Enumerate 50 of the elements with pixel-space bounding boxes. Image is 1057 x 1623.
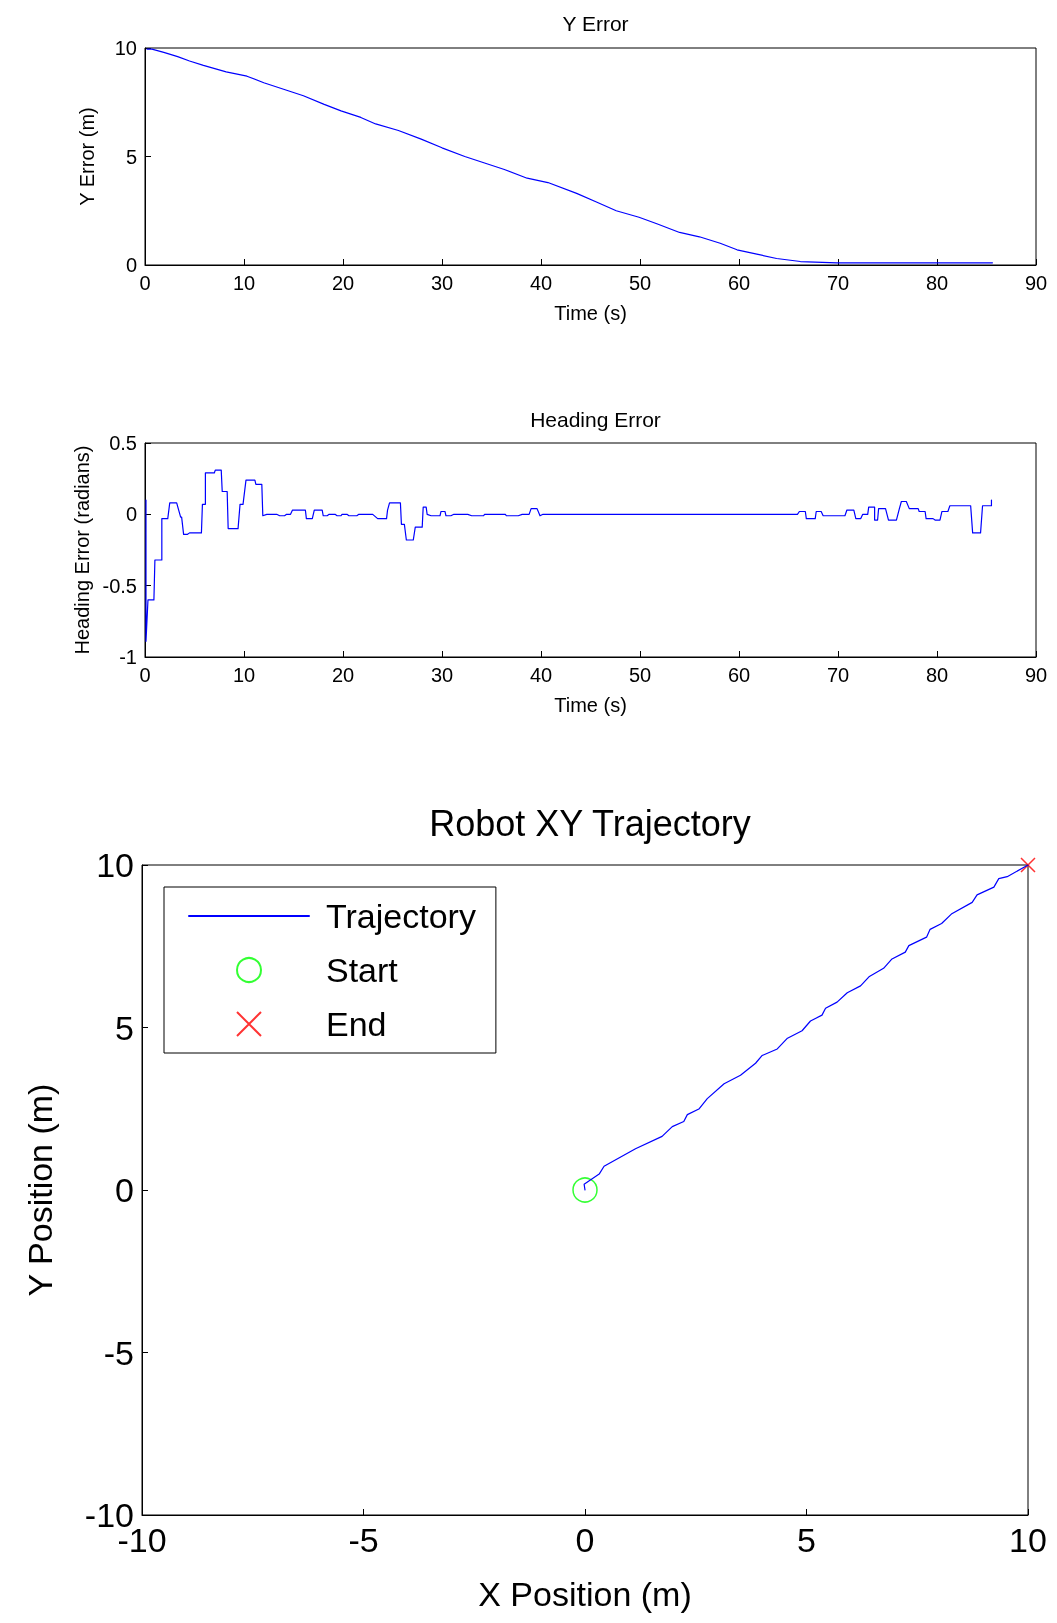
x-tick-label: 50 <box>628 664 652 686</box>
chart-title: Y Error <box>562 12 629 35</box>
x-tick-label: 70 <box>826 664 850 686</box>
x-tick-label: 60 <box>727 272 751 294</box>
x-tick-label: 10 <box>232 664 256 686</box>
chart-title: Robot XY Trajectory <box>429 802 751 844</box>
x-tick-label: 80 <box>925 664 949 686</box>
x-tick-label: 30 <box>430 664 454 686</box>
y-axis-title: Y Position (m) <box>21 1083 59 1297</box>
x-axis-title: Time (s) <box>554 694 627 716</box>
line-series <box>146 48 994 264</box>
x-tick-label: 20 <box>331 664 355 686</box>
legend-label: Trajectory <box>326 897 476 935</box>
x-tick-label: 80 <box>925 272 949 294</box>
line-series <box>145 469 993 642</box>
legend-label: End <box>326 1005 387 1043</box>
y-tick-label: 0.5 <box>109 432 137 454</box>
x-tick-label: 60 <box>727 664 751 686</box>
x-tick-label: 10 <box>1009 1521 1047 1559</box>
x-tick-label: 50 <box>628 272 652 294</box>
y-axis-title: Heading Error (radians) <box>70 445 93 655</box>
y-tick-label: 0 <box>125 254 137 276</box>
y-tick-label: -1 <box>119 646 137 668</box>
y-tick-label: 5 <box>115 1008 134 1047</box>
y-axis-title: Y Error (m) <box>76 107 98 206</box>
x-tick-label: 10 <box>232 272 256 294</box>
x-tick-label: 40 <box>529 272 553 294</box>
x-axis-title: Time (s) <box>554 302 627 324</box>
x-tick-label: 90 <box>1024 272 1048 294</box>
x-tick-label: 0 <box>575 1521 595 1559</box>
line-series <box>583 864 1029 1191</box>
x-tick-label: 20 <box>331 272 355 294</box>
x-tick-label: 70 <box>826 272 850 294</box>
x-tick-label: -5 <box>348 1521 379 1559</box>
x-tick-label: 90 <box>1024 664 1048 686</box>
y-tick-label: 10 <box>96 846 134 884</box>
y-tick-label: -5 <box>103 1333 134 1372</box>
y-tick-label: 10 <box>114 37 137 59</box>
y-tick-label: 0 <box>115 1171 134 1209</box>
chart-title: Heading Error <box>530 408 661 431</box>
x-tick-label: 40 <box>529 664 553 686</box>
x-tick-label: 30 <box>430 272 454 294</box>
y-tick-label: 5 <box>125 145 137 168</box>
legend-label: Start <box>326 951 399 989</box>
x-axis-title: X Position (m) <box>478 1575 692 1613</box>
y-tick-label: 0 <box>125 503 137 526</box>
x-tick-label: 0 <box>139 664 151 686</box>
x-tick-label: 0 <box>139 272 151 294</box>
x-tick-label: 5 <box>797 1521 816 1559</box>
y-tick-label: -0.5 <box>102 574 137 597</box>
